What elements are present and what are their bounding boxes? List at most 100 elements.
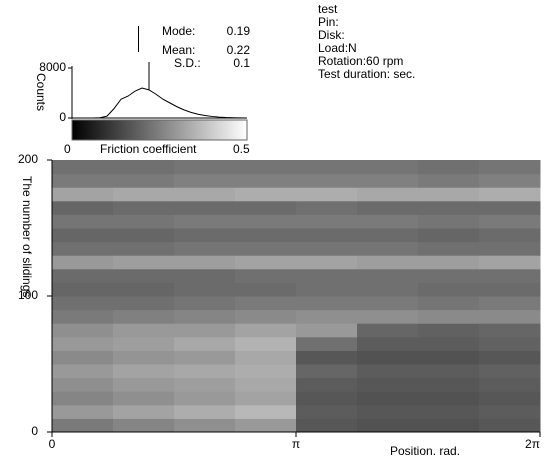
heat-cell: [52, 268, 114, 283]
heat-cell: [174, 418, 236, 433]
heat-cell: [296, 214, 358, 229]
heat-cell: [357, 418, 419, 433]
heat-cell: [418, 255, 480, 270]
heat-cell: [52, 282, 114, 297]
heat-cell: [418, 268, 480, 283]
heat-cell: [235, 268, 297, 283]
heat-cell: [113, 187, 175, 202]
heat-cell: [235, 391, 297, 406]
heat-cell: [52, 364, 114, 379]
heat-cell: [479, 377, 541, 392]
heat-cell: [418, 200, 480, 215]
heat-cell: [357, 241, 419, 256]
heat-cell: [418, 160, 480, 175]
heat-cell: [174, 364, 236, 379]
heat-cell: [357, 323, 419, 338]
heat-cell: [174, 391, 236, 406]
heat-cell: [479, 336, 541, 351]
heat-cell: [479, 228, 541, 243]
heat-cell: [174, 336, 236, 351]
heat-cell: [52, 323, 114, 338]
heat-cell: [52, 309, 114, 324]
heat-cell: [418, 228, 480, 243]
heat-cell: [113, 377, 175, 392]
heat-cell: [357, 268, 419, 283]
stat-value: 0.22: [227, 43, 251, 57]
heat-cell: [174, 228, 236, 243]
heat-cell: [113, 200, 175, 215]
heat-cell: [296, 377, 358, 392]
heat-cell: [235, 282, 297, 297]
heat-cell: [113, 173, 175, 188]
heat-cell: [235, 336, 297, 351]
heat-cell: [357, 336, 419, 351]
heat-cell: [52, 173, 114, 188]
heat-cell: [296, 309, 358, 324]
heat-cell: [296, 336, 358, 351]
heat-cell: [357, 391, 419, 406]
heat-cell: [296, 364, 358, 379]
heat-cell: [174, 282, 236, 297]
heat-cell: [113, 350, 175, 365]
colorbar-tick-label: 0: [64, 142, 71, 156]
heat-cell: [52, 296, 114, 311]
heat-cell: [52, 391, 114, 406]
heat-cell: [174, 377, 236, 392]
heat-cell: [52, 214, 114, 229]
heat-cell: [113, 255, 175, 270]
heat-cell: [174, 214, 236, 229]
heat-cell: [235, 160, 297, 175]
heat-cell: [174, 241, 236, 256]
heat-cell: [296, 187, 358, 202]
stat-value: 0.1: [233, 56, 250, 70]
info-text: test: [318, 2, 338, 16]
heat-cell: [113, 418, 175, 433]
heat-cell: [357, 173, 419, 188]
x-axis-label: Position. rad.: [390, 444, 460, 458]
heat-cell: [418, 187, 480, 202]
heat-cell: [174, 350, 236, 365]
heat-cell: [479, 214, 541, 229]
heat-cell: [357, 255, 419, 270]
heat-cell: [357, 282, 419, 297]
heat-cell: [357, 377, 419, 392]
heat-cell: [235, 309, 297, 324]
heat-cell: [235, 214, 297, 229]
heat-cell: [479, 187, 541, 202]
heat-cell: [296, 200, 358, 215]
heat-cell: [235, 241, 297, 256]
heat-cell: [418, 296, 480, 311]
info-text: Load:N: [318, 41, 357, 55]
heat-cell: [479, 160, 541, 175]
info-text: Disk:: [318, 28, 345, 42]
heat-cell: [357, 350, 419, 365]
heat-cell: [296, 323, 358, 338]
heat-cell: [418, 418, 480, 433]
heat-cell: [296, 255, 358, 270]
heat-cell: [235, 173, 297, 188]
info-text: Rotation:60 rpm: [318, 54, 403, 68]
heat-cell: [479, 173, 541, 188]
heat-cell: [296, 228, 358, 243]
heat-cell: [418, 282, 480, 297]
heat-cell: [113, 336, 175, 351]
heat-cell: [235, 418, 297, 433]
heat-cell: [418, 173, 480, 188]
x-tick-label: 2π: [525, 437, 540, 451]
heat-cell: [479, 282, 541, 297]
y-tick-label: 0: [59, 110, 66, 124]
x-tick-label: π: [292, 437, 300, 451]
heat-cell: [113, 296, 175, 311]
heat-cell: [174, 309, 236, 324]
heat-cell: [52, 418, 114, 433]
heat-cell: [235, 404, 297, 419]
heat-cell: [174, 268, 236, 283]
heat-cell: [296, 296, 358, 311]
heat-cell: [174, 296, 236, 311]
heat-cell: [479, 296, 541, 311]
y-tick-label: 0: [31, 424, 38, 438]
colorbar-tick-label: 0.5: [233, 142, 250, 156]
heat-cell: [235, 187, 297, 202]
y-tick-label: 8000: [39, 60, 66, 74]
histogram-line: [72, 87, 248, 119]
